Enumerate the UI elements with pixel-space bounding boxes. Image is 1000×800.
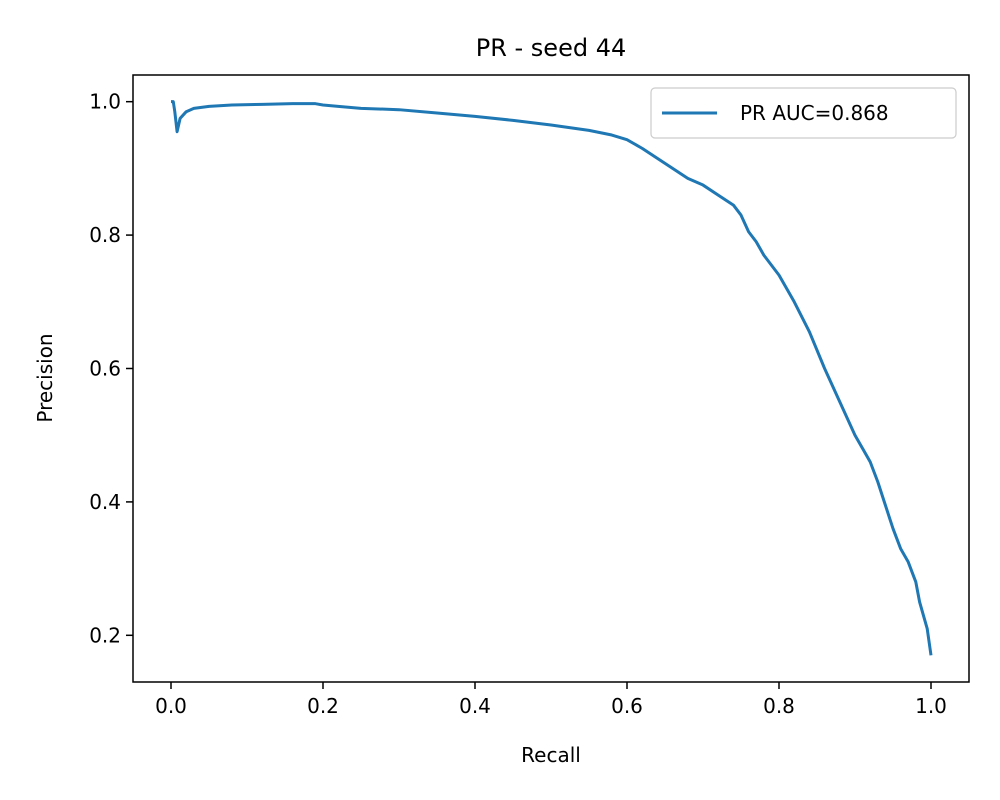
x-axis-label: Recall <box>521 743 581 767</box>
x-tick-label: 0.8 <box>763 694 795 718</box>
x-tick-label: 0.6 <box>611 694 643 718</box>
series-layer <box>171 100 933 656</box>
x-axis-ticks: 0.0 0.2 0.4 0.6 0.8 1.0 <box>155 682 947 718</box>
y-tick-label: 0.6 <box>89 356 121 380</box>
y-tick-label: 0.4 <box>89 490 121 514</box>
legend-box <box>650 87 957 139</box>
chart-title: PR - seed 44 <box>476 34 627 62</box>
series-line <box>171 100 933 656</box>
plot-area <box>132 74 970 683</box>
x-tick-label: 0.2 <box>307 694 339 718</box>
legend: PR AUC=0.868 <box>650 87 957 139</box>
x-tick-label: 0.0 <box>155 694 187 718</box>
x-tick-label: 0.4 <box>459 694 491 718</box>
y-axis-ticks: 0.2 0.4 0.6 0.8 1.0 <box>89 90 133 647</box>
y-tick-label: 0.2 <box>89 623 121 647</box>
y-axis-label: Precision <box>33 333 57 422</box>
axes-frame <box>132 74 970 683</box>
x-tick-label: 1.0 <box>915 694 947 718</box>
legend-label: PR AUC=0.868 <box>740 101 889 125</box>
y-tick-label: 0.8 <box>89 223 121 247</box>
y-tick-label: 1.0 <box>89 90 121 114</box>
